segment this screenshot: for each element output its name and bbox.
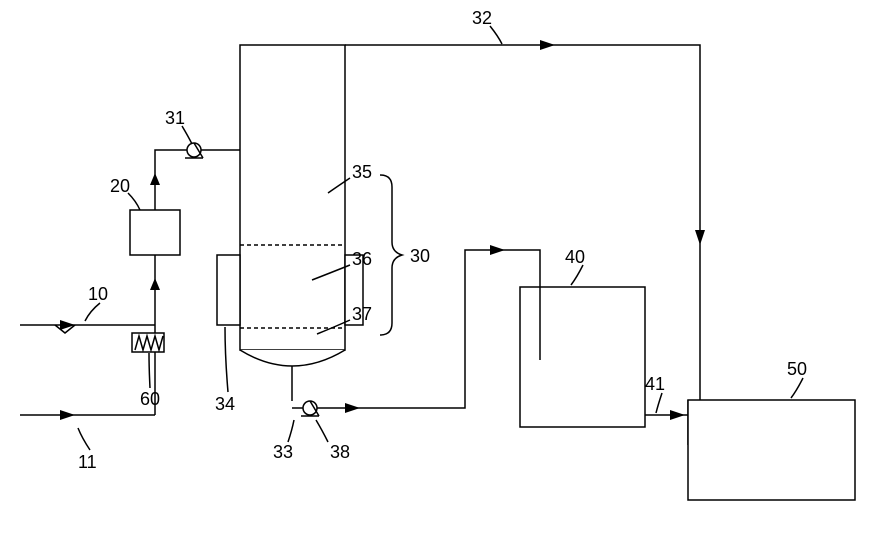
- label-38: 38: [330, 442, 350, 462]
- arrow-in-bottom: [60, 410, 75, 420]
- label-leads: [78, 26, 803, 450]
- label-35: 35: [352, 162, 372, 182]
- box-50: [688, 400, 855, 500]
- pump-31: [185, 143, 203, 158]
- heater-coil: [132, 333, 164, 352]
- label-30: 30: [410, 246, 430, 266]
- label-10: 10: [88, 284, 108, 304]
- label-31: 31: [165, 108, 185, 128]
- tower-bottom-dish: [240, 350, 345, 366]
- label-34: 34: [215, 394, 235, 414]
- tower-body: [240, 45, 345, 350]
- label-40: 40: [565, 247, 585, 267]
- arrow-to-40: [490, 245, 505, 255]
- arrow-32-v: [695, 230, 705, 245]
- label-60: 60: [140, 389, 160, 409]
- arrow-32-h: [540, 40, 555, 50]
- arrow-10-20: [150, 278, 160, 290]
- arrow-20-31: [150, 173, 160, 185]
- pump-38: [301, 401, 319, 416]
- label-20: 20: [110, 176, 130, 196]
- label-11: 11: [78, 452, 97, 472]
- label-32: 32: [472, 8, 492, 28]
- label-50: 50: [787, 359, 807, 379]
- edge-20-31: [155, 150, 187, 210]
- label-36: 36: [352, 249, 372, 269]
- label-37: 37: [352, 304, 372, 324]
- arrow-41: [670, 410, 685, 420]
- box-40: [520, 287, 645, 427]
- side-box-34: [217, 255, 240, 325]
- arrow-33: [345, 403, 360, 413]
- brace-30: [380, 175, 402, 335]
- arrow-in-top: [60, 320, 75, 330]
- label-33: 33: [273, 442, 293, 462]
- box-20: [130, 210, 180, 255]
- label-41: 41: [645, 374, 665, 394]
